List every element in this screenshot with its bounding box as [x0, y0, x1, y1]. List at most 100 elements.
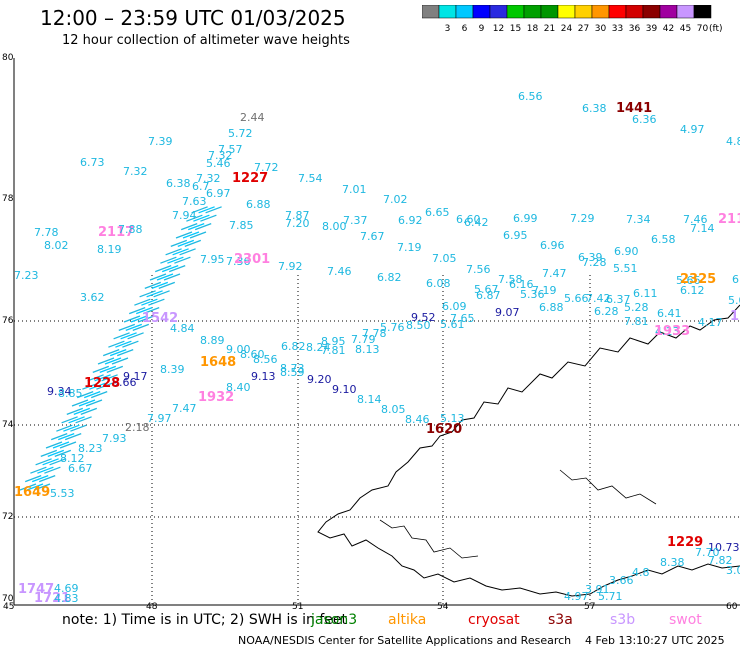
- wave-height-label: 6.88: [246, 198, 271, 211]
- track-glyph: [102, 348, 120, 357]
- wave-height-label: 6.38: [166, 177, 191, 190]
- wave-height-label: 7.94: [172, 209, 197, 222]
- track-glyph: [179, 248, 196, 256]
- wave-height-label: 7.47: [172, 402, 197, 415]
- track-glyph: [135, 306, 153, 315]
- wave-height-label: 7.58: [498, 273, 523, 286]
- track-glyph: [40, 449, 58, 458]
- wave-height-label: 5.66: [564, 292, 589, 305]
- track-glyph: [137, 315, 155, 323]
- track-glyph: [24, 474, 42, 483]
- colorbar-tick-label: 6: [462, 24, 468, 34]
- track-glyph: [186, 214, 203, 222]
- track-glyph: [184, 239, 202, 248]
- wave-height-label: 7.23: [14, 269, 39, 282]
- track-glyph: [113, 332, 130, 340]
- wave-height-label: 6.88: [539, 301, 564, 314]
- track-glyph: [163, 273, 181, 281]
- colorbar-tick-label: 42: [663, 24, 674, 34]
- wave-height-label: 5.36: [520, 288, 545, 301]
- wave-height-label: 7.78: [362, 327, 387, 340]
- wave-height-label: 6.60: [456, 213, 481, 226]
- pass-time-label: 1933: [654, 324, 690, 339]
- coastline: [317, 304, 740, 597]
- wave-height-label: 6.82: [281, 340, 306, 353]
- wave-height-label: 7.14: [690, 222, 715, 235]
- track-glyph: [200, 214, 217, 222]
- wave-height-label: 9.20: [307, 373, 332, 386]
- track-glyph: [52, 441, 70, 449]
- note-text: note: 1) Time is in UTC; 2) SWH is in fe…: [62, 612, 348, 628]
- wave-height-label: 8.46: [405, 413, 430, 426]
- track-glyph: [132, 323, 150, 332]
- wave-height-label: 8.38: [660, 556, 685, 569]
- track-glyph: [141, 298, 158, 306]
- track-glyph: [42, 458, 59, 466]
- pass-time-label: 1227: [232, 171, 268, 186]
- colorbar-tick-label: 3: [445, 24, 451, 34]
- wave-height-label: 8.00: [322, 220, 347, 233]
- track-glyph: [83, 390, 101, 399]
- track-glyph: [123, 315, 141, 323]
- wave-height-label: 7.93: [102, 432, 127, 445]
- coastline-detail: [379, 469, 657, 559]
- svg-text:57: 57: [584, 602, 595, 612]
- wave-height-label: 4.69: [54, 582, 79, 595]
- track-glyph: [96, 382, 113, 390]
- wave-height-label: 7.67: [360, 230, 385, 243]
- track-glyph: [35, 458, 52, 466]
- wave-height-label: 6.65: [425, 206, 450, 219]
- wave-height-label: 7.36: [226, 255, 251, 268]
- track-glyph: [101, 374, 118, 382]
- wave-height-label: 2.44: [240, 111, 265, 124]
- wave-height-label: 3.05: [726, 564, 740, 577]
- svg-text:74: 74: [2, 420, 14, 430]
- wave-height-label: 7.70: [695, 546, 720, 559]
- track-glyph: [104, 357, 122, 365]
- wave-height-label: 8.02: [44, 239, 69, 252]
- track-glyph: [33, 483, 51, 491]
- track-glyph: [174, 256, 191, 264]
- wave-height-label: 7.82: [708, 554, 733, 567]
- wave-height-label: 5.13: [440, 412, 465, 425]
- track-glyph: [45, 441, 63, 449]
- track-glyph: [63, 424, 80, 432]
- wave-height-label: 7.85: [229, 219, 254, 232]
- wave-height-label: 4.83: [54, 592, 79, 605]
- wave-height-label: 6.11: [633, 287, 658, 300]
- wave-height-label: 9.13: [251, 370, 276, 383]
- wave-height-label: 5.72: [228, 127, 253, 140]
- wave-height-label: 7.01: [342, 183, 367, 196]
- wave-height-label: 8.60: [240, 348, 265, 361]
- track-glyph: [85, 399, 103, 407]
- track-glyph: [130, 315, 148, 323]
- colorbar-tick-label: 33: [612, 24, 623, 34]
- wave-height-label: 7.19: [397, 241, 422, 254]
- wave-height-label: 8.56: [253, 353, 278, 366]
- wave-height-label: 5.71: [598, 590, 623, 603]
- wave-height-label: 7.19: [532, 284, 557, 297]
- track-glyph: [92, 365, 110, 374]
- track-glyph: [94, 374, 111, 382]
- wave-height-label: 8.89: [200, 334, 225, 347]
- wave-height-label: 6.82: [377, 271, 402, 284]
- track-glyph: [106, 365, 124, 374]
- wave-height-label: 8.23: [78, 442, 103, 455]
- pass-time-label: 1932: [198, 390, 234, 405]
- wave-height-label: 7.97: [147, 412, 172, 425]
- wave-height-label: 7.78: [34, 226, 59, 239]
- wave-height-label: 7.32: [208, 149, 233, 162]
- wave-height-label: 6.12: [680, 284, 705, 297]
- wave-height-label: 7.57: [218, 143, 243, 156]
- wave-height-label: 8.39: [160, 363, 185, 376]
- map-frame: [13, 58, 740, 606]
- track-glyph: [139, 290, 156, 298]
- wave-height-label: 8.24: [306, 341, 331, 354]
- svg-text:60: 60: [726, 602, 738, 612]
- wave-height-label: 10.73: [708, 541, 740, 554]
- track-glyph: [108, 340, 125, 348]
- track-glyph: [151, 281, 169, 290]
- wave-height-label: 5.04: [728, 294, 740, 307]
- wave-height-label: 6.90: [614, 245, 639, 258]
- wave-height-label: 8.95: [321, 335, 346, 348]
